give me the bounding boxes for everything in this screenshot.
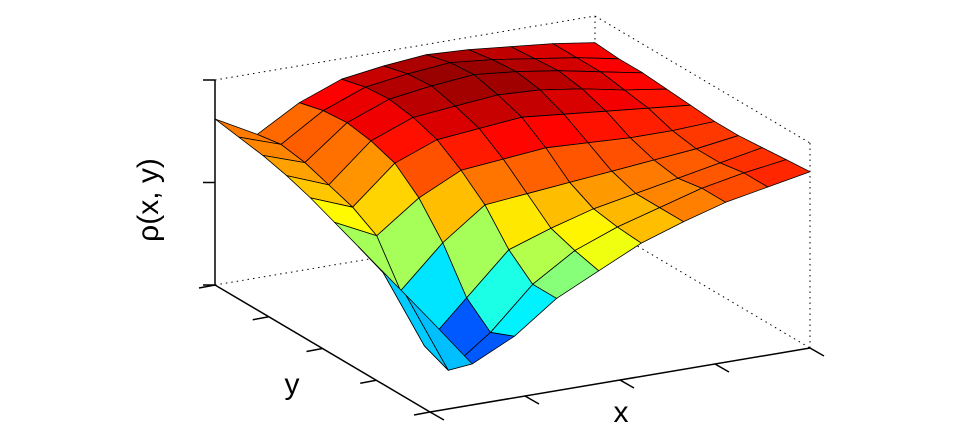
y-tick [413,411,431,416]
surface-cell [405,295,473,371]
y-axis-label: y [285,368,300,401]
x-axis-label: x [614,396,629,429]
x-tick [524,395,540,405]
y-tick [252,316,269,321]
x-tick [809,347,825,357]
z-axis-label: ρ(x, y) [132,158,165,242]
y-tick [360,379,377,384]
box-edge [214,15,596,81]
x-tick [619,379,635,389]
y-tick [306,347,323,353]
x-tick [714,363,730,373]
x-tick [429,411,445,421]
